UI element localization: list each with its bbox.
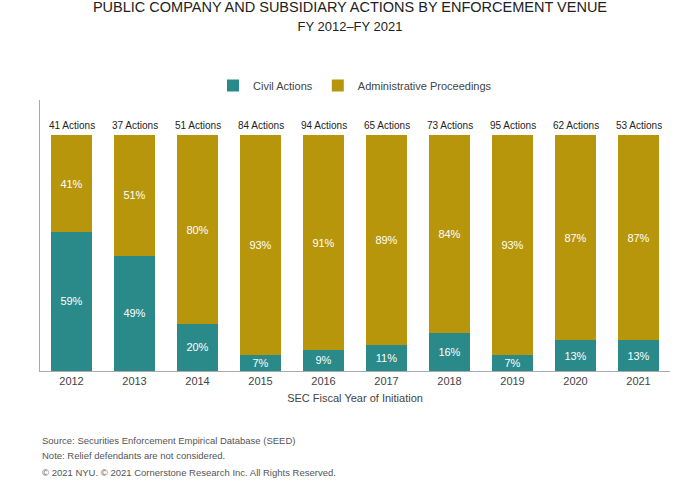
svg-text:49%: 49% — [123, 307, 145, 319]
svg-text:11%: 11% — [376, 352, 397, 364]
svg-text:95 Actions: 95 Actions — [490, 120, 536, 131]
svg-text:51%: 51% — [123, 189, 145, 201]
svg-text:2017: 2017 — [374, 375, 398, 387]
svg-text:2015: 2015 — [248, 375, 272, 387]
svg-text:© 2021 NYU. © 2021 Cornerstone: © 2021 NYU. © 2021 Cornerstone Research … — [42, 467, 336, 478]
svg-text:87%: 87% — [564, 232, 586, 244]
svg-text:SEC Fiscal Year of Initiation: SEC Fiscal Year of Initiation — [287, 392, 423, 404]
svg-text:51 Actions: 51 Actions — [175, 120, 221, 131]
svg-text:94 Actions: 94 Actions — [301, 120, 347, 131]
svg-text:Civil Actions: Civil Actions — [253, 80, 313, 92]
svg-text:2014: 2014 — [185, 375, 209, 387]
svg-text:Note: Relief defendants are no: Note: Relief defendants are not consider… — [42, 450, 225, 461]
svg-text:2019: 2019 — [500, 375, 524, 387]
svg-text:9%: 9% — [315, 354, 331, 366]
svg-text:2018: 2018 — [437, 375, 461, 387]
svg-text:53 Actions: 53 Actions — [616, 120, 662, 131]
svg-text:2020: 2020 — [563, 375, 587, 387]
svg-text:Administrative Proceedings: Administrative Proceedings — [358, 80, 492, 92]
svg-text:84%: 84% — [438, 228, 460, 240]
svg-text:20%: 20% — [186, 341, 208, 353]
svg-text:2012: 2012 — [59, 375, 83, 387]
svg-text:87%: 87% — [627, 232, 649, 244]
svg-text:89%: 89% — [375, 234, 397, 246]
svg-text:2016: 2016 — [311, 375, 335, 387]
svg-text:41 Actions: 41 Actions — [49, 120, 95, 131]
svg-text:7%: 7% — [504, 357, 520, 369]
svg-text:37 Actions: 37 Actions — [112, 120, 158, 131]
svg-text:41%: 41% — [60, 178, 82, 190]
svg-text:59%: 59% — [60, 295, 82, 307]
svg-text:73 Actions: 73 Actions — [427, 120, 473, 131]
svg-text:Source: Securities Enforcement: Source: Securities Enforcement Empirical… — [42, 435, 295, 446]
svg-text:2021: 2021 — [626, 375, 650, 387]
svg-text:93%: 93% — [501, 239, 523, 251]
svg-text:80%: 80% — [186, 224, 208, 236]
svg-text:62 Actions: 62 Actions — [553, 120, 599, 131]
svg-text:91%: 91% — [312, 237, 334, 249]
svg-text:PUBLIC COMPANY AND SUBSIDIARY: PUBLIC COMPANY AND SUBSIDIARY ACTIONS BY… — [93, 0, 607, 34]
svg-text:13%: 13% — [564, 350, 586, 362]
svg-text:65 Actions: 65 Actions — [364, 120, 410, 131]
svg-text:16%: 16% — [438, 346, 460, 358]
svg-text:93%: 93% — [249, 239, 271, 251]
svg-text:84 Actions: 84 Actions — [238, 120, 284, 131]
svg-text:2013: 2013 — [122, 375, 146, 387]
svg-text:13%: 13% — [627, 350, 649, 362]
svg-text:7%: 7% — [252, 357, 268, 369]
